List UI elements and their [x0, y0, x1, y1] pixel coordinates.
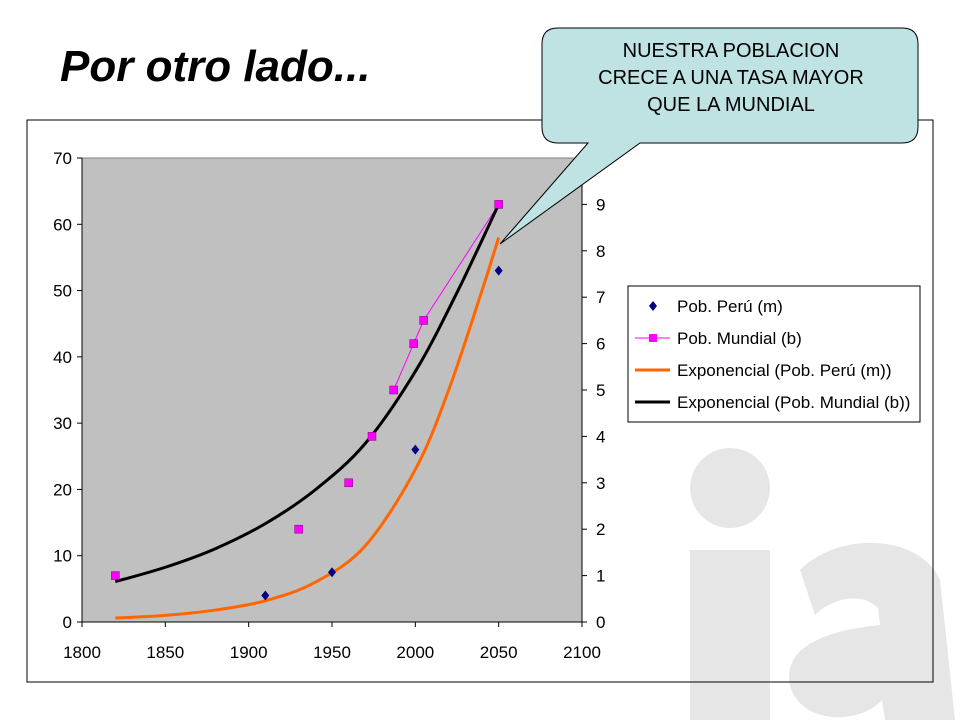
left-tick-label: 10: [53, 547, 72, 566]
legend: Pob. Perú (m) Pob. Mundial (b) Exponencial…: [627, 285, 921, 423]
left-tick-label: 20: [53, 480, 72, 499]
x-tick-label: 1900: [230, 643, 268, 662]
left-tick-label: 40: [53, 348, 72, 367]
watermark-logo: [690, 440, 960, 720]
right-tick-label: 6: [596, 335, 605, 354]
legend-box: [627, 285, 921, 423]
left-tick-label: 70: [53, 149, 72, 168]
callout-text: NUESTRA POBLACION CRECE A UNA TASA MAYOR…: [546, 38, 916, 119]
left-tick-label: 50: [53, 282, 72, 301]
series-lines: [114, 203, 501, 620]
trendline-series-2: [115, 237, 501, 620]
data-point-square: [111, 571, 120, 580]
x-tick-label: 1850: [146, 643, 184, 662]
right-tick-label: 0: [596, 613, 605, 632]
right-tick-label: 7: [596, 288, 605, 307]
data-point-square: [494, 200, 503, 209]
left-axis: 0 10 20 30 40 50 60 70: [53, 149, 83, 632]
legend-swatch-square: [649, 334, 657, 342]
data-point-diamond: [494, 265, 503, 276]
right-axis: 0 1 2 3 4 5 6 7 8 9: [581, 158, 605, 632]
right-tick-label: 2: [596, 520, 605, 539]
data-point-diamond: [261, 590, 270, 601]
trendline-series-3: [114, 203, 501, 584]
data-point-square: [344, 478, 353, 488]
right-tick-label: 3: [596, 474, 605, 493]
series-line-1: [393, 204, 500, 391]
legend-label: Pob. Perú (m): [677, 297, 783, 316]
legend-swatch-diamond: [649, 301, 657, 311]
left-tick-label: 0: [63, 613, 72, 632]
data-point-square: [409, 339, 418, 348]
x-tick-label: 1950: [313, 643, 351, 662]
callout-line: NUESTRA POBLACION: [622, 40, 840, 62]
left-tick-label: 60: [53, 215, 72, 234]
data-point-diamond: [411, 444, 420, 455]
legend-label: Exponencial (Pob. Perú (m)): [677, 361, 891, 380]
x-tick-label: 2100: [563, 643, 601, 662]
x-tick-label: 1800: [63, 643, 101, 662]
slide-title: Por otro lado...: [60, 42, 371, 91]
data-point-square: [294, 524, 303, 534]
right-tick-label: 4: [596, 427, 605, 446]
left-tick-label: 30: [53, 414, 72, 433]
data-point-square: [419, 316, 428, 325]
callout-bubble: [499, 27, 919, 245]
right-tick-label: 5: [596, 381, 605, 400]
right-tick-label: 9: [596, 195, 605, 214]
callout-line: QUE LA MUNDIAL: [647, 94, 815, 116]
right-tick-label: 8: [596, 242, 605, 261]
data-point-square: [389, 385, 398, 395]
data-point-diamond: [328, 567, 336, 578]
data-point-square: [367, 432, 377, 441]
x-tick-label: 2000: [396, 643, 434, 662]
series-markers: [111, 200, 503, 601]
legend-label: Pob. Mundial (b): [677, 329, 802, 348]
chart-area-border: [26, 119, 934, 683]
right-tick-label: 1: [596, 567, 605, 586]
plot-area: [81, 157, 583, 623]
x-tick-label: 2050: [480, 643, 518, 662]
callout-line: CRECE A UNA TASA MAYOR: [598, 67, 864, 89]
x-axis: 1800 1850 1900 1950 2000 2050 2100: [63, 621, 601, 662]
legend-label: Exponencial (Pob. Mundial (b)): [677, 393, 910, 412]
